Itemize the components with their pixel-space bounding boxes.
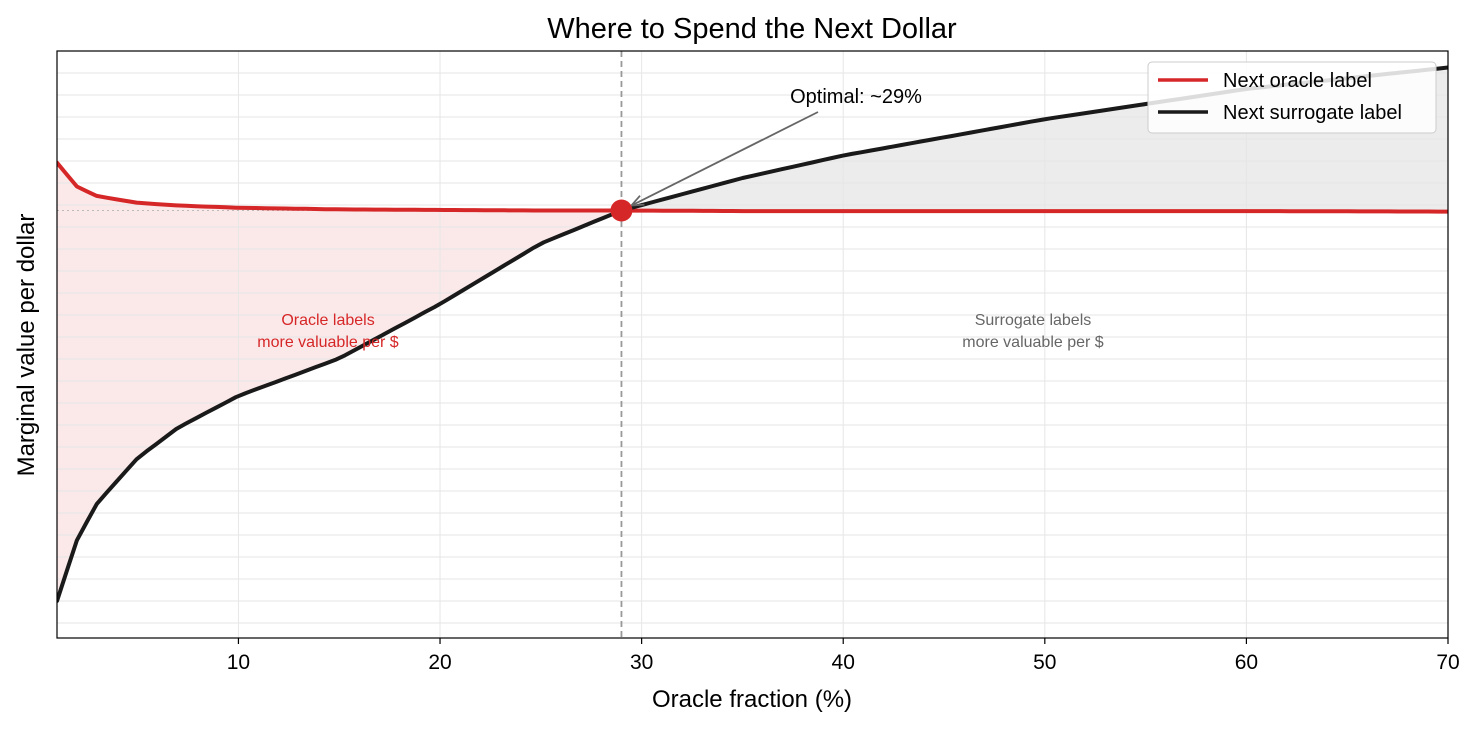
oracle-advantage-region (57, 162, 622, 601)
optimal-point-marker (610, 199, 633, 222)
x-tick-label: 70 (1436, 651, 1459, 674)
oracle-label-line (57, 160, 1448, 214)
legend-label-oracle: Next oracle label (1223, 70, 1372, 92)
plot-frame (56, 50, 1449, 639)
oracle-region-label-line1: Oracle labels (281, 312, 374, 329)
x-tick-label: 50 (1033, 651, 1056, 674)
x-tick-label: 60 (1235, 651, 1258, 674)
x-tick-label: 20 (428, 651, 451, 674)
chart-title: Where to Spend the Next Dollar (547, 13, 957, 45)
legend-box (1147, 61, 1437, 134)
optimal-annotation-arrow (631, 111, 819, 207)
y-axis-label: Marginal value per dollar (13, 214, 40, 477)
x-tick-label: 10 (227, 651, 250, 674)
optimal-annotation-arrowhead (630, 195, 645, 207)
surrogate-region-label-line1: Surrogate labels (975, 312, 1092, 329)
legend: Next oracle label Next surrogate label (1147, 61, 1437, 134)
surrogate-region-label-line2: more valuable per $ (962, 334, 1104, 351)
x-tick-label: 30 (630, 651, 653, 674)
optimal-annotation: Optimal: ~29% (790, 86, 922, 108)
x-axis-label: Oracle fraction (%) (652, 686, 852, 713)
x-tick-label: 40 (832, 651, 855, 674)
legend-label-surrogate: Next surrogate label (1223, 102, 1402, 124)
oracle-region-label-line2: more valuable per $ (257, 334, 399, 351)
